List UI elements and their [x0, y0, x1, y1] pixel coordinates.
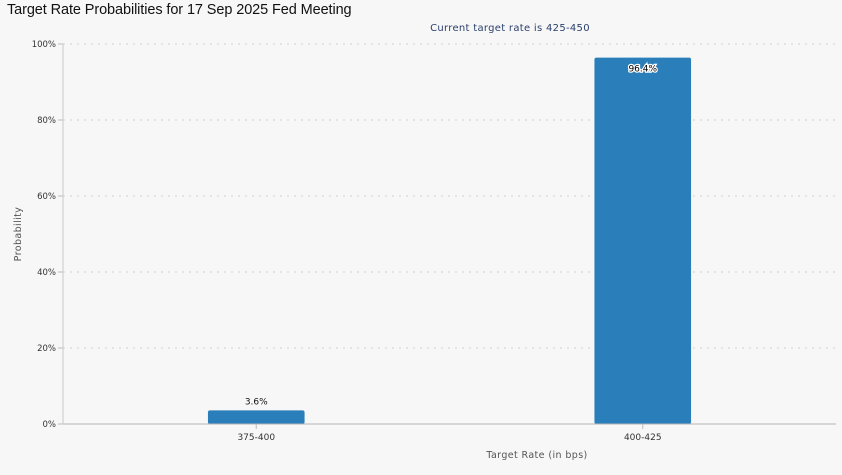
x-tick-label: 400-425: [624, 433, 662, 443]
data-labels: 3.6% 96.4%: [245, 63, 659, 407]
y-tick-label: 0%: [43, 420, 57, 430]
y-tick-label: 60%: [37, 192, 56, 202]
x-axis-ticks: 375-400 400-425: [237, 424, 662, 443]
y-tick-label: 40%: [37, 268, 56, 278]
chart-title: Target Rate Probabilities for 17 Sep 202…: [7, 2, 352, 18]
gridlines: [63, 43, 836, 349]
bar: [207, 410, 305, 424]
bar: [594, 57, 692, 425]
y-axis-ticks: 0% 20% 40% 60% 80% 100%: [32, 40, 63, 430]
y-axis-title: Probability: [13, 207, 24, 262]
y-tick-label: 100%: [32, 40, 56, 50]
chart-subtitle: Current target rate is 425-450: [430, 23, 590, 34]
data-label: 96.4%: [628, 65, 657, 75]
x-axis-title: Target Rate (in bps): [485, 450, 587, 461]
x-tick-label: 375-400: [237, 433, 275, 443]
y-tick-label: 80%: [37, 116, 56, 126]
data-label: 3.6%: [245, 397, 268, 407]
bars: [207, 57, 692, 425]
y-tick-label: 20%: [37, 344, 56, 354]
